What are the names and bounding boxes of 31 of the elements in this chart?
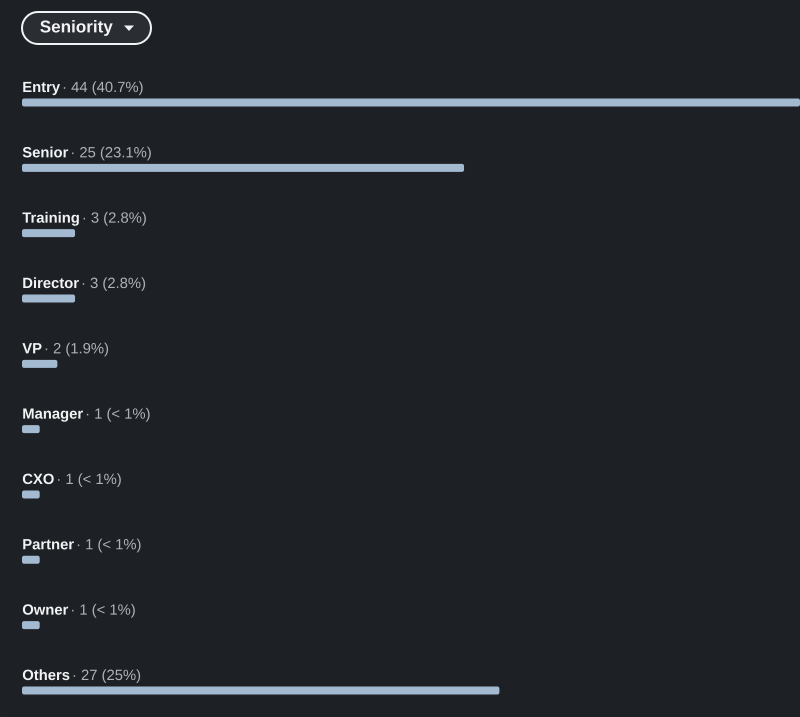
bar xyxy=(22,556,40,564)
data-label: · 3 (2.8%) xyxy=(82,277,146,292)
y-tick-label: VP xyxy=(22,343,42,354)
chart-title: Seniority xyxy=(40,20,113,36)
y-tick-label: Manager xyxy=(23,408,83,422)
data-label: · 3 (2.8%) xyxy=(84,212,146,226)
y-tick-label: Entry xyxy=(23,82,60,96)
data-label: · 1 (< 1%) xyxy=(86,408,150,422)
bar xyxy=(22,229,76,238)
data-label: · 2 (1.9%) xyxy=(46,342,108,356)
data-label: · 25 (23.1%) xyxy=(72,146,151,160)
y-tick-label: Senior xyxy=(22,146,68,158)
bar xyxy=(22,425,40,434)
bar xyxy=(22,98,800,106)
y-tick-label: Director xyxy=(23,277,79,288)
data-label: · 44 (40.7%) xyxy=(64,81,143,96)
y-tick-label: Others xyxy=(22,669,70,680)
bar xyxy=(22,294,76,302)
bar xyxy=(22,360,58,368)
bar xyxy=(22,686,500,694)
data-label: · 1 (< 1%) xyxy=(58,473,121,488)
y-tick-label: Training xyxy=(22,212,79,226)
y-tick-label: CXO xyxy=(22,474,54,484)
y-tick-label: Owner xyxy=(22,604,68,615)
bar xyxy=(22,164,464,172)
y-tick-label: Partner xyxy=(23,539,74,550)
bar xyxy=(22,490,40,498)
bar xyxy=(22,621,40,630)
data-label: · 1 (< 1%) xyxy=(72,604,135,618)
data-label: · 1 (< 1%) xyxy=(78,538,141,552)
data-label: · 27 (25%) xyxy=(74,669,140,684)
